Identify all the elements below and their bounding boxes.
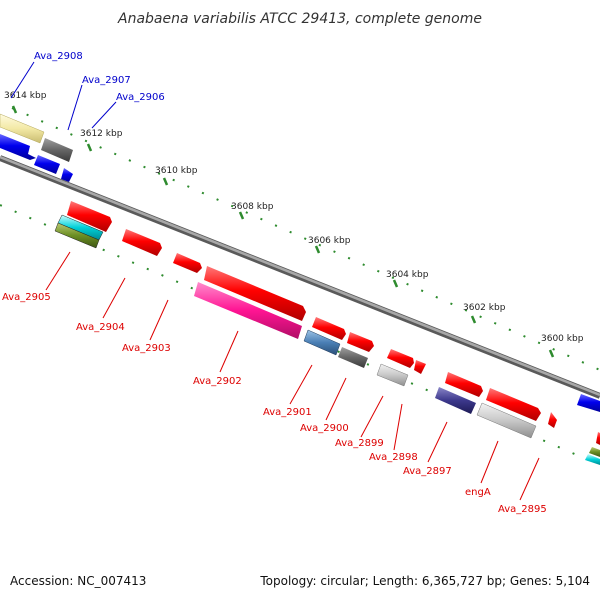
gene-label-ava-2898[interactable]: Ava_2898: [369, 452, 418, 463]
gene-enga-box[interactable]: [486, 388, 541, 421]
scale-label-3614: 3614 kbp: [4, 91, 47, 101]
scale-label-3602: 3602 kbp: [463, 303, 506, 313]
gene-ava-2908-box[interactable]: [0, 113, 45, 144]
accession-text: Accession: NC_007413: [10, 574, 147, 588]
plus-gene-labels: Ava_2908 Ava_2907 Ava_2906: [34, 51, 165, 103]
genome-summary-text: Topology: circular; Length: 6,365,727 bp…: [260, 574, 590, 588]
gene-ava-2897-box[interactable]: [445, 372, 483, 397]
gene-label-ava-2901[interactable]: Ava_2901: [263, 407, 312, 418]
minus-strand-features: [54, 201, 600, 465]
feature-olive-left[interactable]: [54, 222, 100, 249]
gene-ava-2901-box[interactable]: [312, 317, 346, 340]
gene-label-enga[interactable]: engA: [465, 487, 491, 498]
gene-label-ava-2902[interactable]: Ava_2902: [193, 376, 242, 387]
gene-ava-2904-box[interactable]: [122, 229, 162, 256]
gene-label-ava-2907[interactable]: Ava_2907: [82, 75, 131, 86]
gene-ava-2906-arrowhead[interactable]: [61, 168, 73, 182]
scale-label-3610: 3610 kbp: [155, 166, 198, 176]
feature-gray-2900[interactable]: [338, 347, 368, 368]
minus-gene-labels: Ava_2905 Ava_2904 Ava_2903 Ava_2902 Ava_…: [2, 292, 547, 515]
gene-label-ava-2905[interactable]: Ava_2905: [2, 292, 51, 303]
plus-label-leaders: [10, 61, 117, 131]
feature-cyan-right[interactable]: [585, 454, 600, 465]
scale-label-3600: 3600 kbp: [541, 334, 584, 344]
gene-ava-2907-box[interactable]: [41, 138, 73, 162]
gene-label-ava-2897[interactable]: Ava_2897: [403, 466, 452, 477]
map-title: Anabaena variabilis ATCC 29413, complete…: [117, 11, 482, 27]
gene-ava-2899-box[interactable]: [387, 349, 414, 368]
plus-strand-features: [0, 113, 600, 412]
scale-label-3604: 3604 kbp: [386, 270, 429, 280]
feature-red-right[interactable]: [596, 432, 600, 445]
feature-lightgray-enga[interactable]: [476, 402, 537, 439]
feature-olive-right[interactable]: [589, 447, 600, 457]
minus-label-leaders: [45, 251, 540, 501]
gene-label-ava-2899[interactable]: Ava_2899: [335, 438, 384, 449]
gene-label-ava-2908[interactable]: Ava_2908: [34, 51, 83, 62]
scale-labels: 3614 kbp 3612 kbp 3610 kbp 3608 kbp 3606…: [4, 91, 584, 344]
gene-ava-2905-box[interactable]: [67, 201, 112, 232]
gene-ava-2900-box[interactable]: [347, 332, 374, 352]
gene-label-ava-2895[interactable]: Ava_2895: [498, 504, 547, 515]
gene-ava-2906-box-lower[interactable]: [34, 155, 60, 174]
gene-ava-2895-box[interactable]: [548, 412, 557, 428]
scale-label-3608: 3608 kbp: [231, 202, 274, 212]
gene-label-ava-2906[interactable]: Ava_2906: [116, 92, 165, 103]
scale-label-3612: 3612 kbp: [80, 129, 123, 139]
feature-pink[interactable]: [194, 282, 302, 339]
scale-track-outer: [11, 107, 600, 371]
feature-steel[interactable]: [303, 329, 341, 356]
feature-lightgray-2898[interactable]: [376, 363, 409, 387]
gene-ava-2906-box-upper[interactable]: [0, 134, 36, 160]
gene-label-ava-2904[interactable]: Ava_2904: [76, 322, 125, 333]
feature-navy-2897[interactable]: [435, 387, 476, 414]
gene-label-ava-2903[interactable]: Ava_2903: [122, 343, 171, 354]
plus-feature-right[interactable]: [577, 394, 600, 412]
scale-label-3606: 3606 kbp: [308, 236, 351, 246]
genome-backbone: [0, 155, 600, 399]
gene-ava-2902-box[interactable]: [204, 266, 306, 321]
gene-ava-2899-arrowhead[interactable]: [414, 360, 426, 374]
major-ticks: [11, 105, 555, 358]
gene-label-ava-2900[interactable]: Ava_2900: [300, 423, 349, 434]
gene-ava-2903-box[interactable]: [173, 253, 202, 273]
